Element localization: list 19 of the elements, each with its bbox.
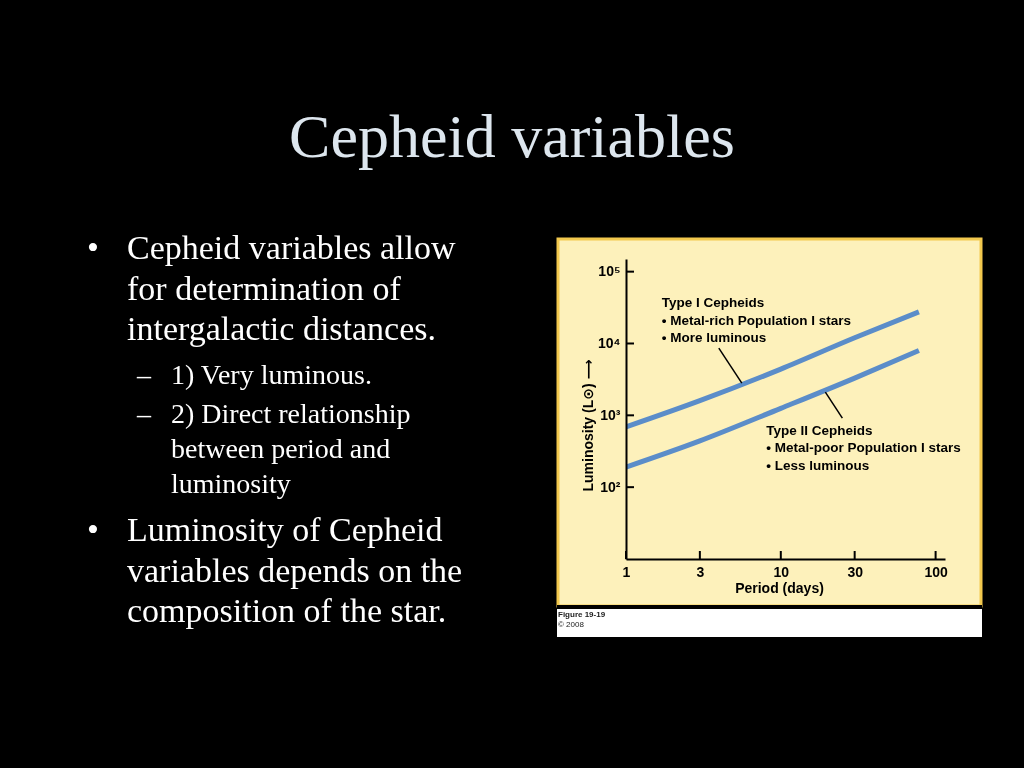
x-axis-title: Period (days) [735,579,824,596]
caption: Figure 19-19 © 2008 [558,610,606,629]
text: – 1) Very luminous. [136,359,372,390]
x-tick-label: 100 [924,563,948,580]
annotation: Type I Cepheids • Metal-rich Population I stars • More luminous [661,295,852,345]
y-tick-label: 10⁵ [598,263,621,280]
y-tick-label: 10² [600,478,621,495]
y-tick-label: 10⁴ [598,334,621,351]
x-tick-label: 1 [622,563,631,580]
x-tick-label: 30 [847,563,864,580]
x-tick-label: 3 [696,563,705,580]
text: • Luminosity of Cepheid variables depends on the composition of the star. [87,511,463,629]
y-tick-label: 10³ [600,406,621,423]
y-axis-title: Luminosity (L⊙) ⟶ [579,359,596,492]
chart-title: Cepheid variables [289,102,735,170]
text: – 2) Direct relationship between period and luminosity [136,398,411,499]
x-tick-label: 10 [773,563,790,580]
text: • Cepheid variables allow for determination of intergalactic distances. [87,229,457,347]
annotation: Type II Cepheids • Metal-poor Population I stars • Less luminous [766,423,961,473]
